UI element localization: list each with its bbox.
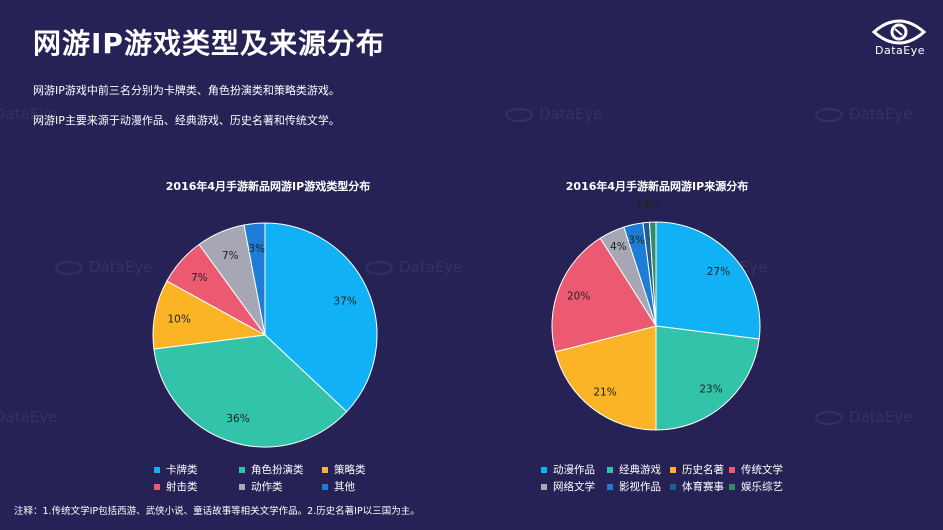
legend-label: 动作类 [251,481,283,493]
legend-item: 动漫作品 [541,462,595,477]
chart-title-game-type: 2016年4月手游新品网游IP游戏类型分布 [165,180,371,193]
legend-label: 影视作品 [619,481,661,493]
pie-slice-label: 20% [567,290,590,302]
pie-slice-label: 21% [593,387,616,399]
watermark: DataEye [505,105,602,123]
pie-slice-label: 3% [248,243,265,255]
watermark: DataEye [0,105,58,123]
legend-label: 其他 [334,481,355,493]
pie-slice-2 [655,325,760,431]
description-line-1: 网游IP游戏中前三名分别为卡牌类、角色扮演类和策略类游戏。 [33,84,340,97]
pie-slice-label: 10% [168,314,191,326]
legend-item: 历史名著 [670,462,724,477]
legend-label: 传统文学 [741,464,783,476]
legend-swatch [239,466,245,473]
pie-slice-1 [264,222,378,413]
pie-slice-6 [243,222,266,336]
legend-swatch [322,466,328,473]
pie-slice-label: 27% [707,266,730,278]
pie-slice-2 [153,334,348,448]
legend-swatch [154,466,160,473]
legend-label: 射击类 [166,481,198,493]
pie-slice-label: 37% [334,295,357,307]
legend-label: 体育赛事 [682,481,724,493]
legend-label: 角色扮演类 [251,464,304,476]
legend-item: 体育赛事 [670,479,724,494]
pie-slice-1 [655,221,761,340]
description-line-2: 网游IP主要来源于动漫作品、经典游戏、历史名著和传统文学。 [33,114,340,127]
legend-swatch [670,483,676,490]
pie-slice-label: 23% [699,383,722,395]
legend-item: 角色扮演类 [239,462,304,477]
logo-text: DataEye [875,44,925,57]
pie-slice-label: 1% [644,198,661,210]
legend-swatch [541,483,547,490]
legend-swatch [729,466,735,473]
eye-logo-icon [871,19,927,45]
legend-item: 影视作品 [607,479,661,494]
watermark: DataEye [815,105,912,123]
pie-slice-label: 7% [191,272,208,284]
legend-item: 传统文学 [729,462,783,477]
pie-slice-8 [648,221,657,327]
legend-item: 卡牌类 [154,462,198,477]
footnote: 注释：1.传统文学IP包括西游、武侠小说、童话故事等相关文学作品。2.历史名著I… [14,506,420,517]
chart-title-ip-source: 2016年4月手游新品网游IP来源分布 [565,180,749,193]
pie-slice-label: 3% [628,235,645,247]
legend-label: 动漫作品 [553,464,595,476]
legend-item: 动作类 [239,479,283,494]
legend-item: 网络文学 [541,479,595,494]
legend-swatch [322,483,328,490]
legend-label: 卡牌类 [166,464,198,476]
legend-label: 经典游戏 [619,464,661,476]
legend-swatch [541,466,547,473]
legend-swatch [607,466,613,473]
legend-item: 娱乐综艺 [729,479,783,494]
legend-item: 经典游戏 [607,462,661,477]
legend-item: 射击类 [154,479,198,494]
legend-swatch [729,483,735,490]
page-title: 网游IP游戏类型及来源分布 [33,27,385,60]
pie-slice-label: 1% [636,199,653,211]
legend-swatch [670,466,676,473]
watermark: DataEye [815,408,912,426]
watermark: DataEye [0,408,58,426]
legend-item: 其他 [322,479,355,494]
legend-swatch [607,483,613,490]
pie-slice-3 [554,325,657,431]
legend-label: 娱乐综艺 [741,481,783,493]
watermark: DataEye [365,258,462,276]
legend-label: 历史名著 [682,464,724,476]
legend-label: 网络文学 [553,481,595,493]
pie-slice-4 [551,237,657,353]
legend-swatch [239,483,245,490]
pie-slice-label: 7% [222,250,239,262]
pie-slice-label: 36% [226,413,249,425]
pie-slice-label: 4% [610,241,627,253]
watermark: DataEye [55,258,152,276]
legend-label: 策略类 [334,464,366,476]
legend-item: 策略类 [322,462,366,477]
legend-swatch [154,483,160,490]
